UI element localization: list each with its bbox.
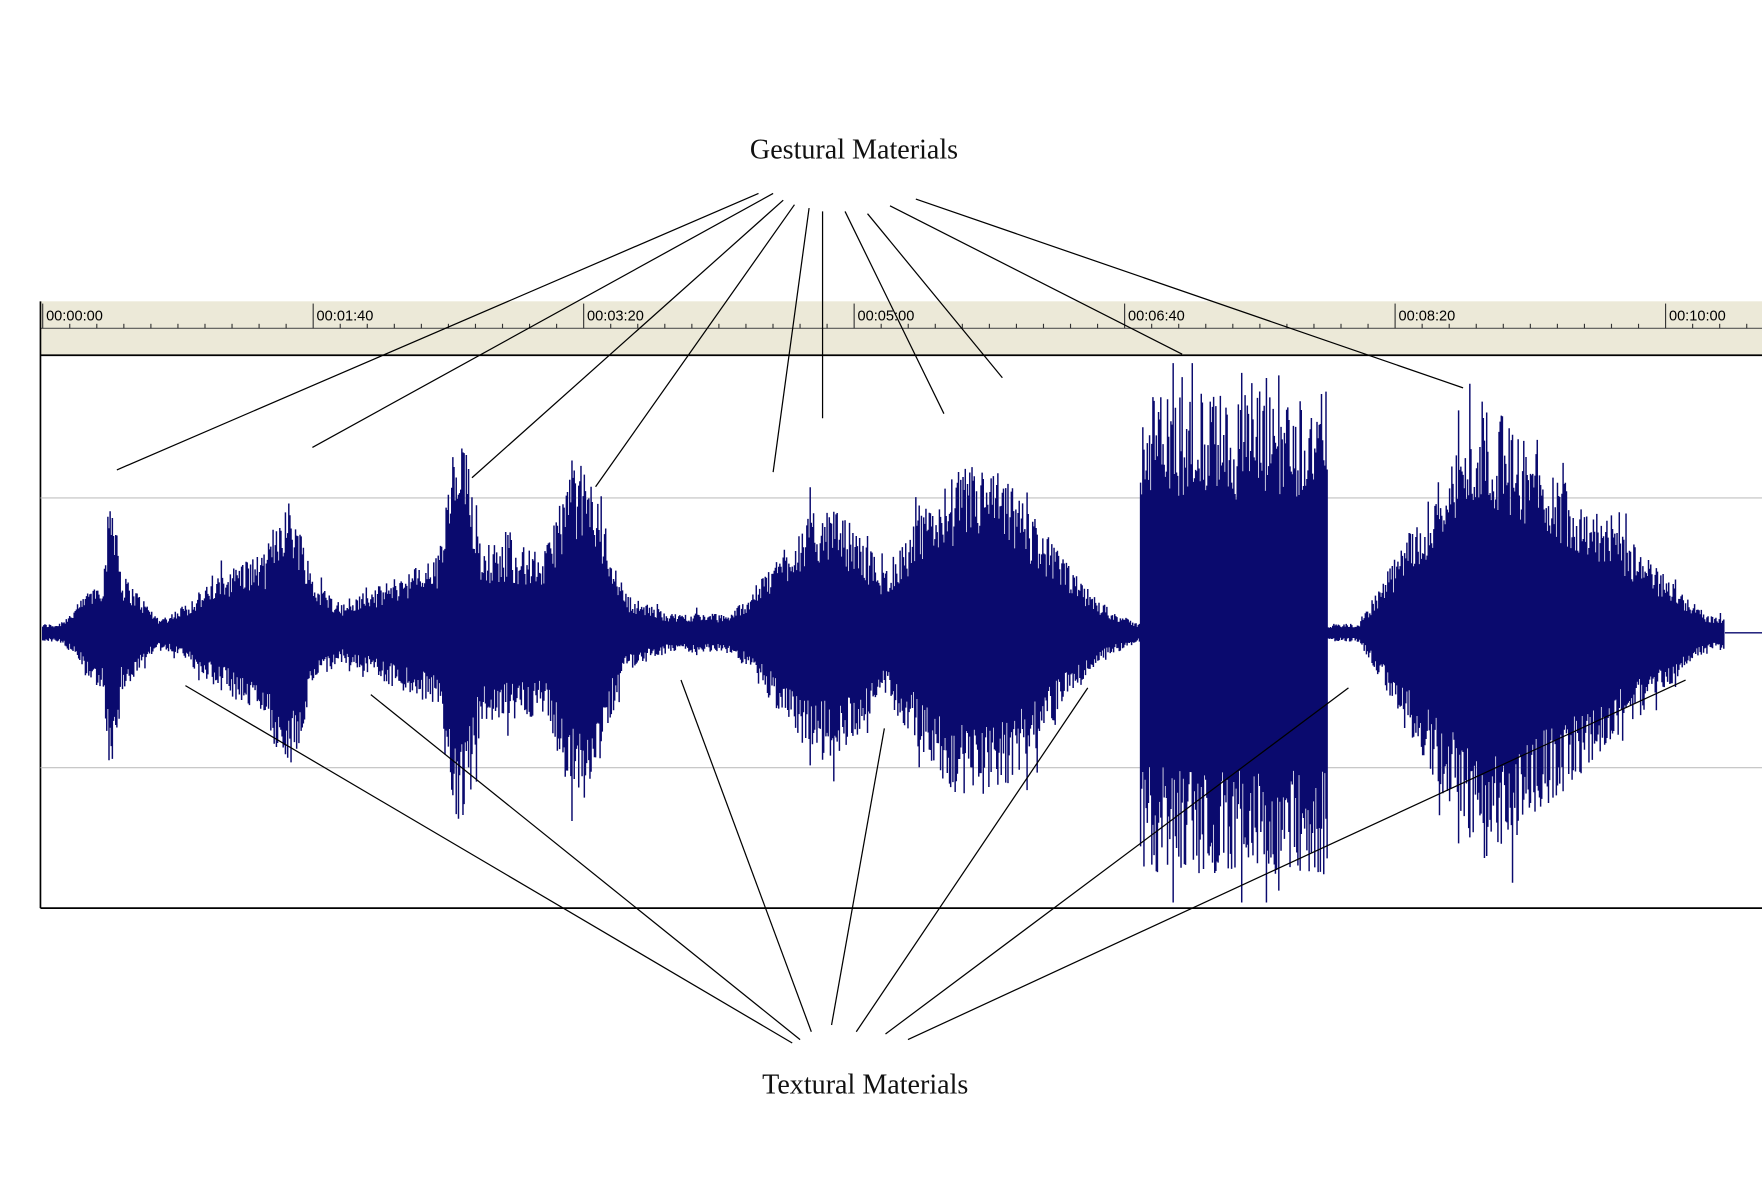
gestural-leader [595,204,795,488]
time-label: 00:01:40 [317,308,374,324]
gestural-leader [915,198,1464,389]
textural-leader [907,679,1686,1041]
gestural-leader [867,213,1003,379]
gestural-leader [471,199,784,479]
textural-leader [370,694,801,1041]
textural-leader [185,685,793,1044]
textural-leader [830,728,885,1026]
gestural-leader [889,205,1183,355]
gestural-label: Gestural Materials [750,135,958,166]
time-label: 00:06:40 [1128,308,1185,324]
time-label: 00:10:00 [1669,308,1726,324]
ruler-ticks: 00:00:00 00:01:40 00:03:20 00:05:00 00:06:40… [42,303,1748,329]
textural-label: Textural Materials [762,1070,968,1101]
time-label: 00:03:20 [587,308,644,324]
waveform [41,363,1725,903]
leader-lines [116,192,1686,1044]
gestural-leader [844,211,945,414]
time-label: 00:00:00 [46,308,103,324]
textural-leader [855,687,1089,1033]
gestural-leader [116,192,759,471]
textural-leader [885,687,1349,1035]
gestural-leader [772,207,810,473]
textural-leader [680,679,812,1032]
time-label: 00:05:00 [858,308,915,324]
gestural-leader [312,192,774,448]
time-label: 00:08:20 [1398,308,1455,324]
